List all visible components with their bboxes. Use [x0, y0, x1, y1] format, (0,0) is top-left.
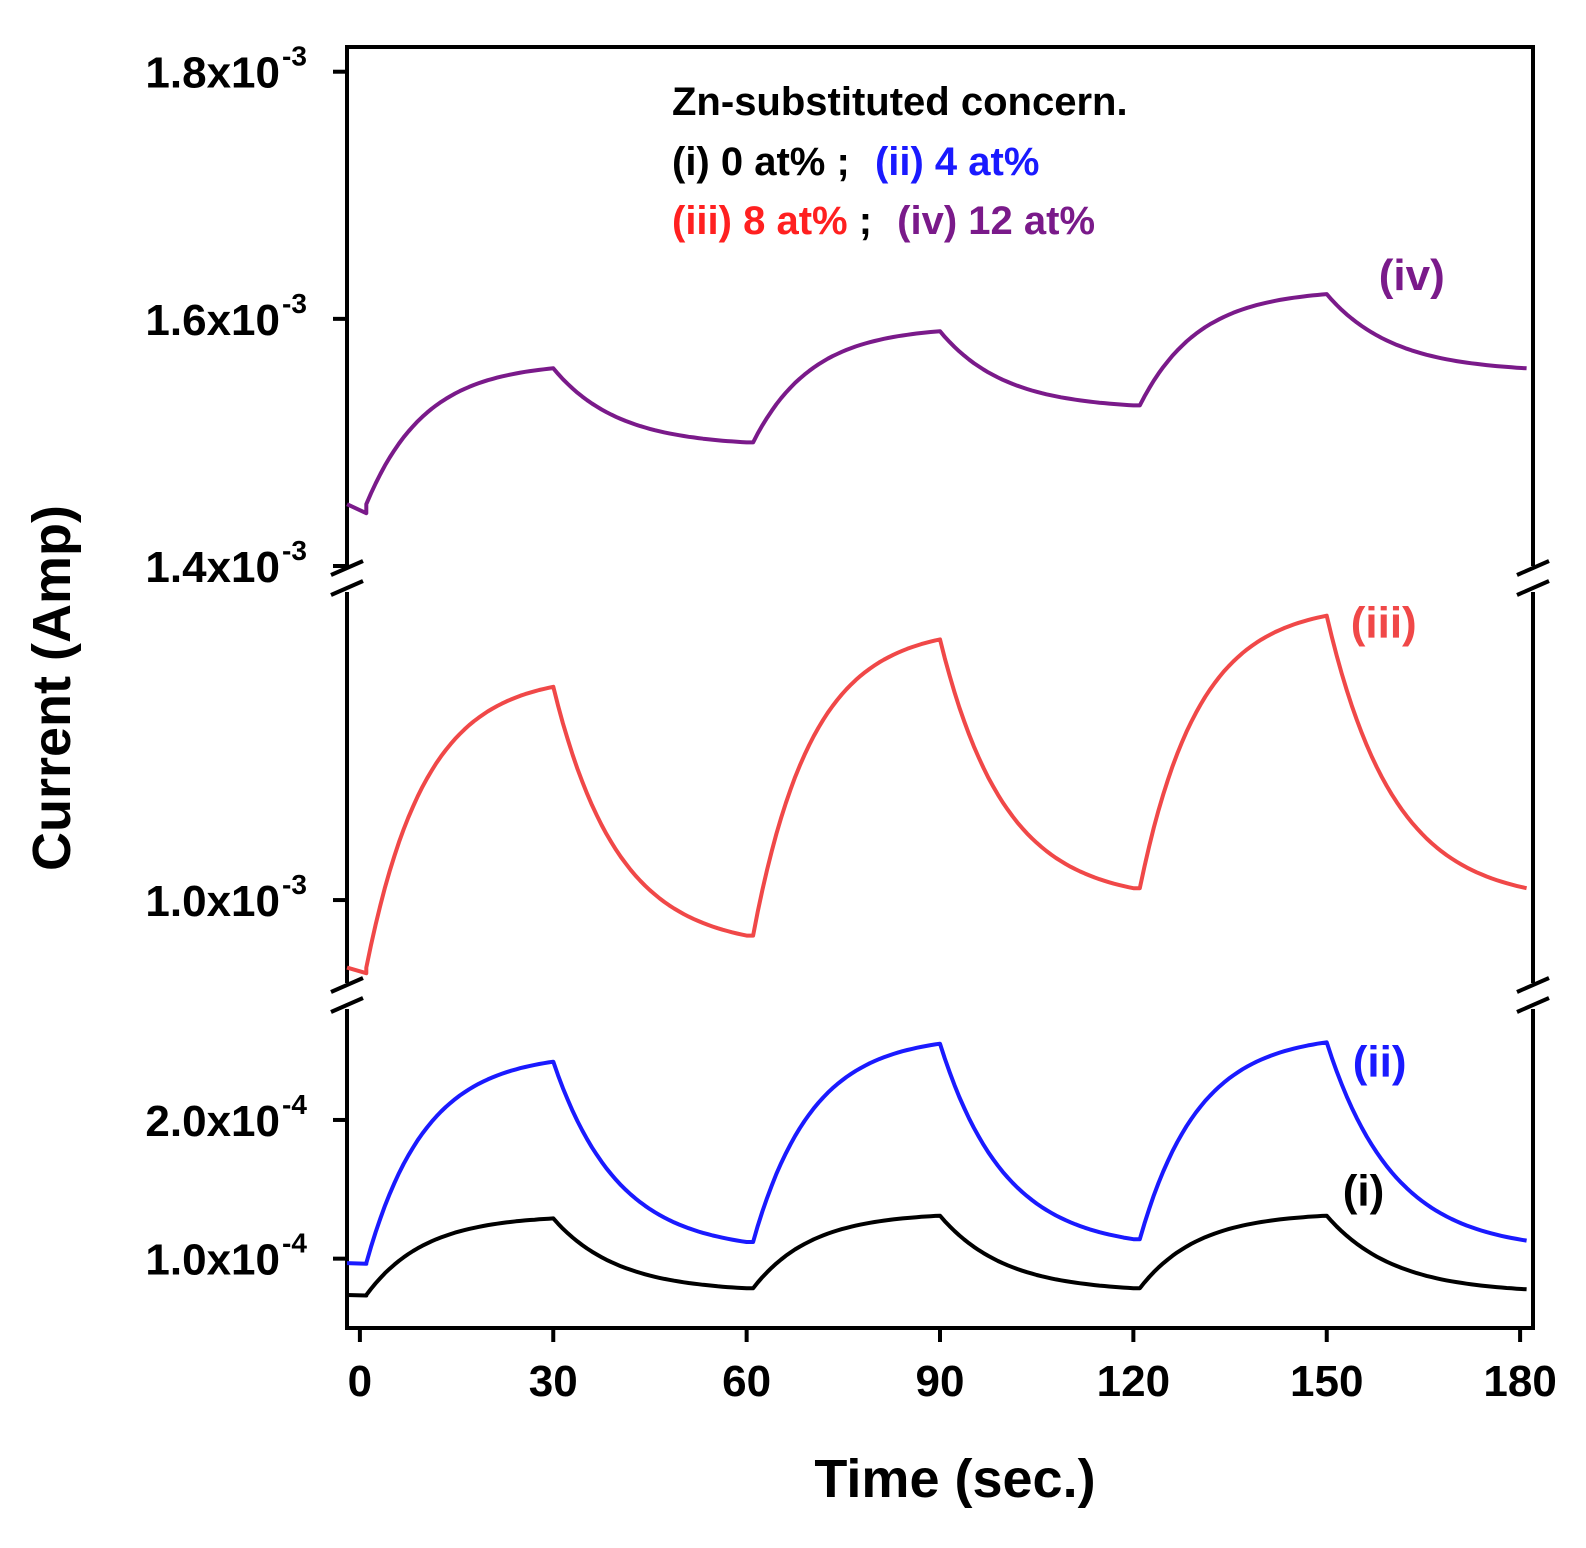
- axis-break-left-lower: [330, 976, 364, 1014]
- series-label-ii: (ii): [1353, 1037, 1407, 1086]
- series-label-iii: (iii): [1351, 599, 1417, 648]
- y-tick-label: 1.4x10: [145, 543, 280, 592]
- series-labels: (iv) (iii) (ii) (i): [1343, 251, 1445, 1216]
- y-tick-exponent: -3: [282, 869, 307, 900]
- x-tick-label: 120: [1097, 1357, 1170, 1406]
- x-tick-label: 180: [1483, 1357, 1556, 1406]
- x-axis-ticks: 0 30 60 90 120 150 180: [348, 1328, 1557, 1406]
- series-line-i: [346, 1213, 1527, 1298]
- y-tick-exponent: -3: [282, 288, 307, 319]
- x-tick-label: 150: [1290, 1357, 1363, 1406]
- y-tick-exponent: -3: [282, 535, 307, 566]
- y-tick-exponent: -4: [282, 1228, 307, 1259]
- legend-item-iv: (iv) 12 at%: [897, 199, 1095, 243]
- y-tick-label: 1.6x10: [145, 296, 280, 345]
- axis-break-right-upper: [1516, 559, 1550, 597]
- x-tick-label: 30: [529, 1357, 578, 1406]
- y-tick-exponent: -4: [282, 1089, 307, 1120]
- y-axis-title: Current (Amp): [22, 505, 82, 871]
- axis-break-right-lower: [1516, 976, 1550, 1014]
- legend-separator: ;: [859, 199, 872, 243]
- series-label-iv: (iv): [1379, 251, 1445, 300]
- y-tick-label: 1.0x10: [145, 1236, 280, 1285]
- x-tick-label: 90: [916, 1357, 965, 1406]
- series-label-i: (i): [1343, 1167, 1385, 1216]
- y-axis-ticks: 1.0x10 -42.0x10 -41.0x10 -31.4x10 -31.6x10 -3…: [145, 41, 347, 1285]
- legend-item-i: (i) 0 at%: [672, 140, 825, 184]
- series-line-iii: [346, 613, 1528, 976]
- legend-title: Zn-substituted concern.: [672, 80, 1128, 124]
- data-series: [346, 292, 1528, 1298]
- legend: Zn-substituted concern. (i) 0 at% ; (ii)…: [672, 80, 1128, 243]
- legend-item-ii: (ii) 4 at%: [875, 140, 1039, 184]
- legend-separator: ;: [836, 140, 849, 184]
- series-line-iv: [346, 292, 1527, 516]
- series-line-ii: [346, 1040, 1527, 1266]
- legend-item-iii: (iii) 8 at%: [672, 199, 848, 243]
- plot-frame: [330, 45, 1550, 1330]
- y-tick-label: 2.0x10: [145, 1097, 280, 1146]
- legend-line-2: (iii) 8 at% ; (iv) 12 at%: [672, 199, 1095, 243]
- x-tick-label: 60: [722, 1357, 771, 1406]
- legend-line-1: (i) 0 at% ; (ii) 4 at%: [672, 140, 1039, 184]
- x-tick-label: 0: [348, 1357, 372, 1406]
- y-tick-exponent: -3: [282, 41, 307, 72]
- x-axis-title: Time (sec.): [814, 1449, 1095, 1509]
- y-tick-label: 1.0x10: [145, 877, 280, 926]
- y-tick-label: 1.8x10: [145, 49, 280, 98]
